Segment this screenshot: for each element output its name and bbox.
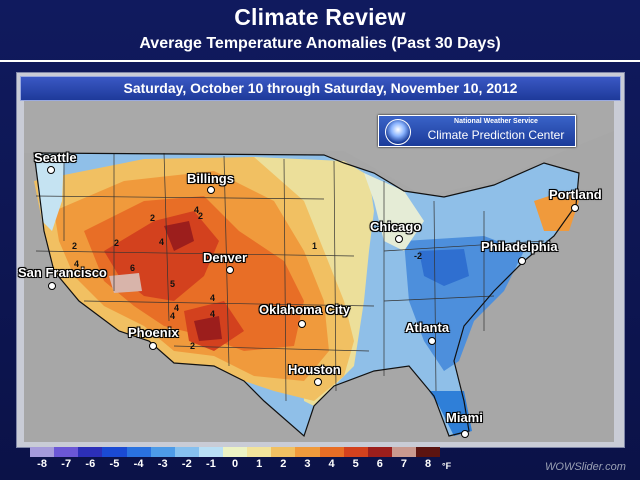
legend-value-label: -8 xyxy=(37,458,47,470)
city-marker-phoenix xyxy=(149,342,157,350)
page-title: Climate Review xyxy=(234,4,406,30)
legend-value-label: -1 xyxy=(206,458,216,470)
legend-swatch xyxy=(223,447,248,457)
legend-swatch xyxy=(391,447,416,457)
legend-value-label: -3 xyxy=(157,458,168,470)
city-label-chicago: Chicago xyxy=(370,219,422,234)
legend-swatch xyxy=(174,447,199,457)
contour-label: 4 xyxy=(194,205,199,215)
legend-value-label: 7 xyxy=(400,458,407,470)
contour-label: 4 xyxy=(74,259,79,269)
climate-prediction-center-logo: National Weather Service Climate Predict… xyxy=(378,115,576,147)
lakes-neutral-region xyxy=(364,173,424,251)
watermark: WOWSlider.com xyxy=(545,461,626,473)
temperature-anomaly-map: 2 4 4 4 2 6 2 4 4 4 2 5 4 2 -2 1 xyxy=(24,101,614,442)
legend-swatch xyxy=(416,447,441,457)
legend-value-label: -2 xyxy=(181,458,192,470)
contour-label: 2 xyxy=(190,341,195,351)
city-marker-philadelphia xyxy=(518,257,526,265)
city-marker-houston xyxy=(314,378,322,386)
max-anomaly-spot xyxy=(109,273,142,293)
legend-unit: °F xyxy=(442,461,452,471)
legend-swatch xyxy=(247,447,272,457)
city-label-portland: Portland xyxy=(549,187,602,202)
hot-core-north xyxy=(164,221,194,251)
city-label-houston: Houston xyxy=(288,362,341,377)
legend-value-label: 2 xyxy=(280,458,287,470)
city-label-miami: Miami xyxy=(446,410,483,425)
legend-value-label: -6 xyxy=(85,458,96,470)
city-marker-miami xyxy=(461,430,469,438)
legend-swatch xyxy=(150,447,175,457)
legend-value-label: 8 xyxy=(425,458,432,470)
city-marker-oklahoma-city xyxy=(298,320,306,328)
legend-value-label: -5 xyxy=(109,458,120,470)
state-boundaries xyxy=(35,152,545,402)
legend-swatch xyxy=(198,447,223,457)
city-label-phoenix: Phoenix xyxy=(128,325,179,340)
hot-core-south xyxy=(194,316,222,341)
map-svg: 2 4 4 4 2 6 2 4 4 4 2 5 4 2 -2 1 xyxy=(24,101,614,438)
city-label-atlanta: Atlanta xyxy=(405,320,450,335)
legend-value-label: 6 xyxy=(376,458,383,470)
city-marker-seattle xyxy=(47,166,55,174)
city-label-san-francisco: San Francisco xyxy=(18,265,107,280)
contour-label: 4 xyxy=(174,303,179,313)
contour-label: 6 xyxy=(130,263,135,273)
contour-label: 2 xyxy=(72,241,77,251)
city-marker-denver xyxy=(226,266,234,274)
contour-label: 4 xyxy=(159,237,164,247)
city-label-oklahoma-city: Oklahoma City xyxy=(259,302,351,317)
legend-value-label: 1 xyxy=(256,458,263,470)
city-label-billings: Billings xyxy=(187,171,234,186)
legend-value-label: -4 xyxy=(133,458,144,470)
city-label-philadelphia: Philadelphia xyxy=(481,239,558,254)
us-outline xyxy=(33,152,580,438)
contour-labels: 2 4 4 4 2 6 2 4 4 4 2 5 4 2 -2 1 xyxy=(72,205,422,351)
pacific-nw-region xyxy=(36,153,64,231)
contour-label: 4 xyxy=(210,309,215,319)
contour-label: 2 xyxy=(150,213,155,223)
noaa-seal-icon xyxy=(385,119,411,145)
legend-value-label: -7 xyxy=(61,458,72,470)
logo-line-2: Climate Prediction Center xyxy=(427,128,565,142)
legend-color-scale xyxy=(30,447,441,457)
city-marker-chicago xyxy=(395,235,403,243)
legend-swatch xyxy=(343,447,368,457)
legend-value-label: 4 xyxy=(328,458,335,470)
legend-swatch xyxy=(78,447,103,457)
contour-label: 4 xyxy=(170,311,175,321)
legend-swatch xyxy=(102,447,127,457)
date-range-banner: Saturday, October 10 through Saturday, N… xyxy=(20,76,621,101)
northeast-warm-region xyxy=(534,191,579,231)
cold-core-region xyxy=(419,249,469,286)
contour-label: 5 xyxy=(170,279,175,289)
contour-label: 2 xyxy=(198,211,203,221)
contour-label: -2 xyxy=(414,251,422,261)
city-label-seattle: Seattle xyxy=(34,150,77,165)
legend-value-labels: -8 -7 -6 -5 -4 -3 -2 -1 0 1 2 3 4 5 6 7 8 xyxy=(30,458,440,474)
legend-value-label: 0 xyxy=(232,458,239,470)
title-divider xyxy=(0,60,640,62)
contour-label: 2 xyxy=(114,238,119,248)
legend-swatch xyxy=(319,447,344,457)
city-marker-san-francisco xyxy=(48,282,56,290)
legend-swatch xyxy=(367,447,392,457)
legend-swatch xyxy=(126,447,151,457)
legend-swatch xyxy=(295,447,320,457)
florida-region xyxy=(429,391,472,436)
contour-label: 4 xyxy=(210,293,215,303)
city-label-denver: Denver xyxy=(203,250,248,265)
legend-swatch xyxy=(30,447,55,457)
city-marker-atlanta xyxy=(428,337,436,345)
contour-label: 1 xyxy=(312,241,317,251)
page-subtitle: Average Temperature Anomalies (Past 30 D… xyxy=(139,35,501,52)
legend-swatch xyxy=(54,447,79,457)
logo-line-1: National Weather Service xyxy=(454,118,538,125)
city-marker-portland xyxy=(571,204,579,212)
legend-value-label: 3 xyxy=(304,458,311,470)
city-marker-billings xyxy=(207,186,215,194)
legend-value-label: 5 xyxy=(352,458,359,470)
legend-swatch xyxy=(271,447,296,457)
